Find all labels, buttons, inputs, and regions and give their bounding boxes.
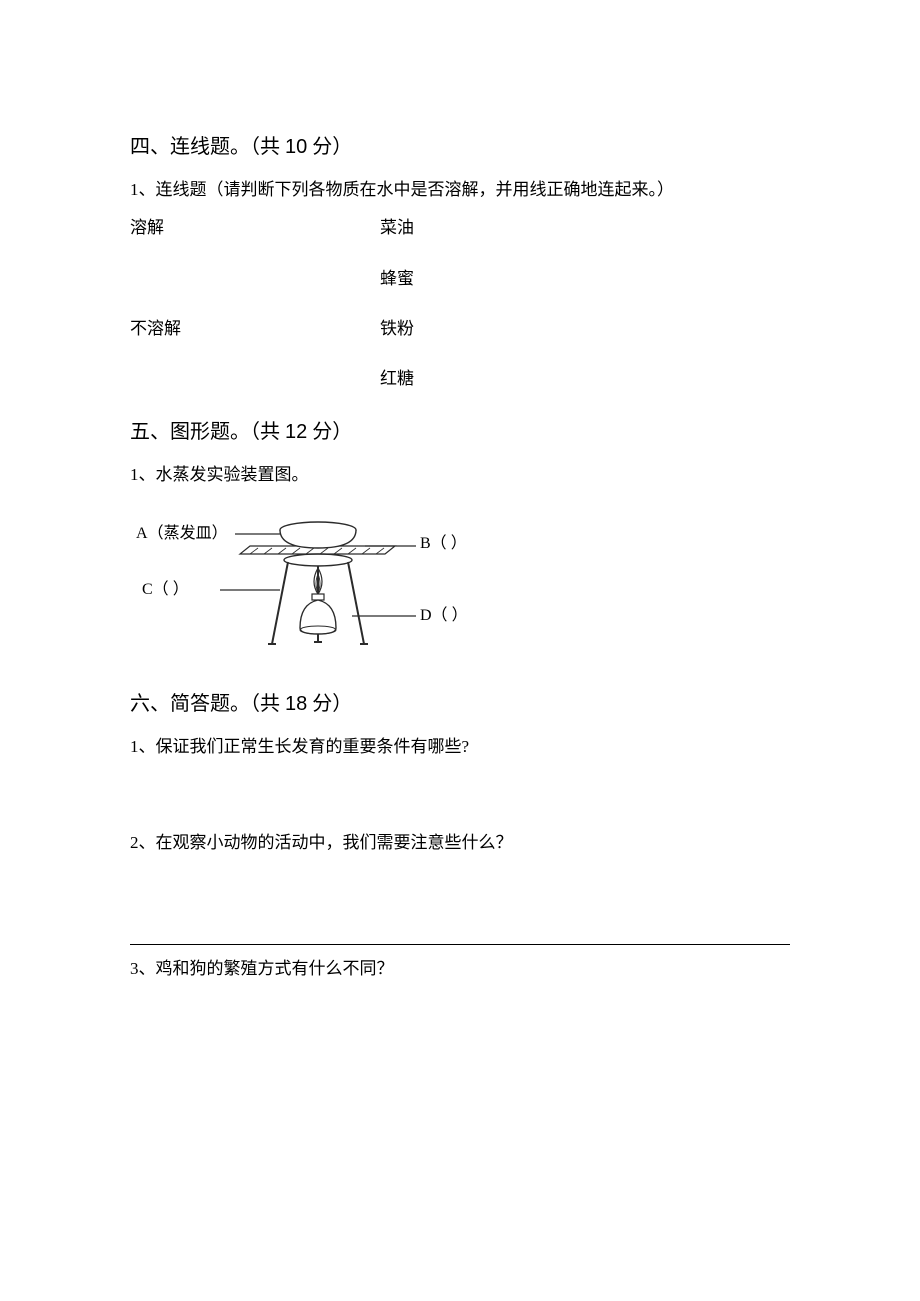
- section-5-points: 12: [285, 421, 307, 443]
- match-left-2: 不溶解: [130, 313, 380, 345]
- label-C-prefix: C（: [142, 580, 169, 598]
- answer-line: [130, 920, 790, 945]
- section-6-points: 18: [285, 693, 307, 715]
- page: 四、连线题。（共 10 分） 1、连线题（请判断下列各物质在水中是否溶解，并用线…: [0, 0, 920, 1301]
- match-right-4: 红糖: [380, 363, 580, 395]
- label-B-suffix: ）: [451, 534, 467, 552]
- evaporation-diagram: A（蒸发皿） C（ ） B（ ） D（ ）: [130, 504, 790, 675]
- evaporation-svg: A（蒸发皿） C（ ） B（ ） D（ ）: [130, 504, 490, 664]
- section-6-title-prefix: 六、简答题。（共: [130, 693, 285, 715]
- section-4-title-prefix: 四、连线题。（共: [130, 136, 285, 158]
- match-row-2: 蜂蜜: [130, 263, 790, 295]
- match-row-4: 红糖: [130, 363, 790, 395]
- label-C-suffix: ）: [173, 580, 189, 598]
- match-left-1: 溶解: [130, 212, 380, 244]
- match-left-empty-2: [130, 363, 380, 395]
- svg-text:C（ ）: C（ ）: [142, 580, 189, 598]
- svg-text:A（蒸发皿）: A（蒸发皿）: [136, 524, 228, 542]
- match-right-2: 蜂蜜: [380, 263, 580, 295]
- match-row-3: 不溶解 铁粉: [130, 313, 790, 345]
- match-row-1: 溶解 菜油: [130, 212, 790, 244]
- match-right-1: 菜油: [380, 212, 580, 244]
- label-D-suffix: ）: [452, 606, 468, 624]
- section-5-title-prefix: 五、图形题。（共: [130, 421, 285, 443]
- section-5-title: 五、图形题。（共 12 分）: [130, 413, 790, 451]
- section-5-title-suffix: 分）: [307, 421, 352, 443]
- section-4-title-suffix: 分）: [307, 136, 352, 158]
- section-6-q1: 1、保证我们正常生长发育的重要条件有哪些?: [130, 731, 790, 763]
- section-6-title: 六、简答题。（共 18 分）: [130, 685, 790, 723]
- section-5-q1: 1、水蒸发实验装置图。: [130, 459, 790, 491]
- section-6-title-suffix: 分）: [307, 693, 352, 715]
- section-4-q1: 1、连线题（请判断下列各物质在水中是否溶解，并用线正确地连起来。）: [130, 174, 790, 206]
- section-4-title: 四、连线题。（共 10 分）: [130, 128, 790, 166]
- match-right-3: 铁粉: [380, 313, 580, 345]
- label-B-prefix: B（: [420, 534, 447, 552]
- answer-space-1: [130, 769, 790, 819]
- matching-block: 溶解 菜油 蜂蜜 不溶解 铁粉 红糖: [130, 212, 790, 395]
- match-left-empty-1: [130, 263, 380, 295]
- section-6-q3: 3、鸡和狗的繁殖方式有什么不同？: [130, 953, 790, 985]
- evaporating-dish-icon: [280, 522, 356, 548]
- label-A-prefix: A: [136, 525, 148, 542]
- label-A-text: （蒸发皿）: [148, 524, 228, 542]
- section-4-points: 10: [285, 136, 307, 158]
- svg-text:B（ ）: B（ ）: [420, 534, 467, 552]
- section-6-q2: 2、在观察小动物的活动中，我们需要注意些什么？: [130, 827, 790, 859]
- label-D-prefix: D（: [420, 606, 448, 624]
- svg-text:D（ ）: D（ ）: [420, 606, 468, 624]
